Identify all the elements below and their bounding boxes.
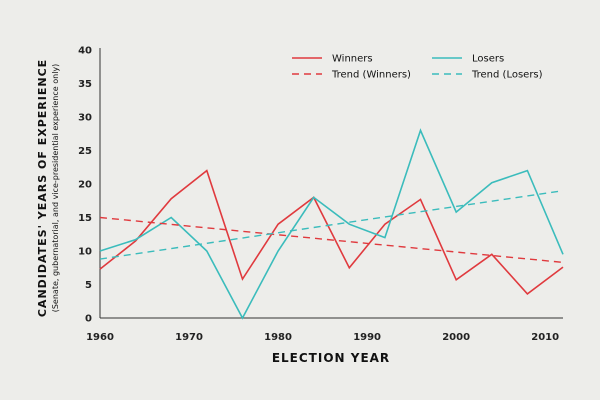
y-tick-label: 0 bbox=[85, 314, 92, 325]
series-line-winners bbox=[99, 169, 564, 295]
y-axis-subtitle: (Senate, gubernatorial, and vice-preside… bbox=[51, 64, 60, 313]
y-tick-label: 5 bbox=[85, 280, 92, 291]
legend-label-losers: Losers bbox=[472, 54, 504, 65]
legend: Winners Losers Trend (Winners) Trend (Loser… bbox=[292, 54, 543, 81]
legend-label-winners: Winners bbox=[332, 54, 373, 65]
series-line-losers bbox=[99, 128, 564, 320]
y-tick-label: 25 bbox=[78, 146, 92, 157]
series-line-trend-winners bbox=[99, 216, 564, 264]
legend-label-trend-losers: Trend (Losers) bbox=[471, 70, 543, 81]
x-tick-label: 1970 bbox=[175, 332, 203, 343]
legend-label-trend-winners: Trend (Winners) bbox=[331, 70, 411, 81]
y-tick-label: 10 bbox=[78, 247, 92, 258]
y-tick-labels: 0 5 10 15 20 25 30 35 40 bbox=[78, 46, 92, 325]
y-axis-title: CANDIDATES' YEARS OF EXPERIENCE bbox=[36, 59, 49, 317]
x-tick-labels: 1960 1970 1980 1990 2000 2010 bbox=[86, 332, 559, 343]
y-tick-label: 20 bbox=[78, 180, 92, 191]
y-tick-label: 40 bbox=[78, 46, 92, 57]
x-tick-label: 1990 bbox=[353, 332, 381, 343]
y-axis-title-group: CANDIDATES' YEARS OF EXPERIENCE (Senate,… bbox=[36, 59, 60, 317]
series-line-trend-losers bbox=[99, 190, 564, 260]
y-tick-label: 35 bbox=[78, 79, 92, 90]
x-tick-label: 2010 bbox=[531, 332, 559, 343]
y-tick-label: 30 bbox=[78, 113, 92, 124]
axes bbox=[99, 48, 563, 319]
series-lines bbox=[99, 128, 564, 320]
x-tick-label: 2000 bbox=[442, 332, 470, 343]
y-tick-label: 15 bbox=[78, 213, 92, 224]
x-tick-label: 1960 bbox=[86, 332, 114, 343]
x-tick-label: 1980 bbox=[264, 332, 292, 343]
x-axis-title: ELECTION YEAR bbox=[272, 351, 390, 365]
